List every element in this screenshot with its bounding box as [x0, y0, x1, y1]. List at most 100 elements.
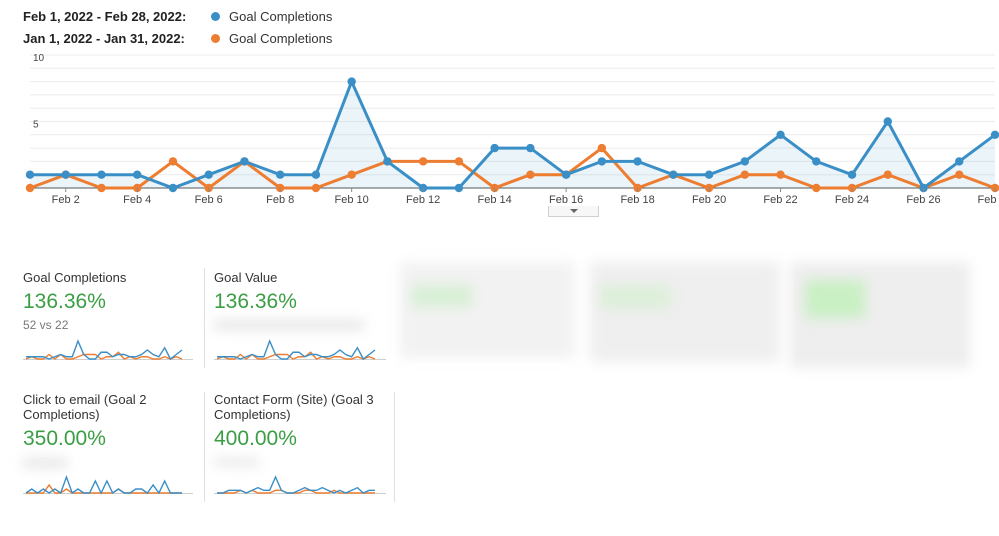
data-point-current[interactable]	[776, 130, 785, 139]
tile-label: Contact Form (Site) (Goal 3 Completions)	[214, 392, 374, 422]
data-point-current[interactable]	[240, 157, 249, 166]
data-point-current[interactable]	[955, 157, 964, 166]
sparkline-previous	[25, 351, 183, 360]
data-point-current[interactable]	[669, 170, 678, 179]
legend-range-previous: Jan 1, 2022 - Jan 31, 2022:	[23, 30, 185, 46]
x-tick-label: Feb 14	[478, 194, 512, 206]
chevron-down-icon	[569, 209, 578, 213]
tile-value: 136.36%	[23, 290, 106, 313]
data-point-current[interactable]	[633, 157, 642, 166]
data-point-previous[interactable]	[418, 157, 428, 166]
series-line-previous	[29, 146, 996, 190]
data-point-current[interactable]	[25, 170, 35, 179]
data-point-current[interactable]	[704, 170, 714, 179]
sparkline-previous	[26, 483, 182, 494]
y-tick-label: 5	[33, 120, 39, 131]
tile-click-to-email[interactable]: Click to email (Goal 2 Completions) 350.…	[23, 392, 193, 469]
data-point-current[interactable]	[133, 170, 142, 179]
redacted-tile	[590, 262, 780, 362]
x-tick-label: Feb 18	[620, 194, 654, 206]
data-point-previous[interactable]	[311, 183, 321, 193]
data-point-previous[interactable]	[347, 170, 356, 179]
x-tick-label: Feb 24	[835, 194, 869, 206]
tile-comparison: 52 vs 22	[23, 318, 69, 332]
series-line-current	[30, 80, 996, 190]
data-point-previous[interactable]	[883, 170, 892, 179]
data-point-previous[interactable]	[526, 170, 535, 179]
sparkline-goal-completions	[23, 339, 193, 361]
data-point-previous[interactable]	[97, 183, 106, 193]
data-point-previous[interactable]	[25, 183, 35, 193]
tile-contact-form[interactable]: Contact Form (Site) (Goal 3 Completions)…	[214, 392, 386, 469]
data-point-current[interactable]	[275, 170, 285, 179]
x-tick-label: Feb 26	[906, 194, 940, 206]
x-tick-label: Feb 10	[335, 194, 369, 206]
data-point-current[interactable]	[311, 170, 321, 179]
x-tick-label: Feb 4	[123, 194, 151, 206]
goal-completions-line-chart[interactable]: 10 5 Feb 2 Feb 4 Feb 6 Feb 8 Feb 10 Feb 12 Feb 1…	[0, 0, 999, 220]
tile-label: Goal Value	[214, 270, 278, 285]
data-point-previous[interactable]	[776, 170, 785, 179]
x-tick-label: Feb 6	[195, 194, 223, 206]
data-point-current[interactable]	[97, 170, 106, 179]
redacted-text	[23, 458, 68, 468]
data-point-previous[interactable]	[740, 170, 750, 179]
sparkline-click-to-email	[23, 474, 193, 495]
data-point-previous[interactable]	[597, 143, 607, 153]
redacted-tile	[400, 262, 575, 358]
legend-metric-previous: Goal Completions	[229, 30, 333, 46]
data-point-current[interactable]	[812, 157, 821, 166]
legend-metric-current: Goal Completions	[229, 8, 333, 24]
tile-goal-value[interactable]: Goal Value 136.36%	[214, 270, 394, 332]
tile-label: Goal Completions	[23, 270, 127, 285]
tile-divider	[394, 392, 395, 502]
data-point-current[interactable]	[347, 77, 356, 86]
sparkline-current	[217, 475, 375, 494]
data-point-current[interactable]	[740, 157, 750, 166]
data-point-current[interactable]	[61, 170, 70, 179]
x-tick-label: Feb 16	[549, 194, 583, 206]
redacted-tile-value	[412, 285, 472, 307]
data-point-current[interactable]	[883, 117, 892, 126]
tile-value: 350.00%	[23, 427, 106, 450]
redacted-tile-value	[600, 285, 670, 309]
redacted-text	[214, 458, 259, 466]
legend-dot-previous-icon	[211, 33, 220, 43]
sparkline-previous	[216, 351, 376, 360]
y-tick-label: 10	[33, 53, 45, 64]
x-tick-label: Feb 20	[692, 194, 726, 206]
data-point-previous[interactable]	[812, 183, 821, 193]
data-point-current[interactable]	[454, 183, 464, 193]
data-point-previous[interactable]	[955, 170, 964, 179]
tile-divider	[204, 392, 205, 502]
legend-dot-current-icon	[211, 11, 220, 21]
data-point-current[interactable]	[526, 143, 535, 153]
legend-row-current[interactable]: Feb 1, 2022 - Feb 28, 2022: Goal Complet…	[23, 5, 332, 27]
x-tick-label: Feb 12	[406, 194, 440, 206]
sparkline-goal-value	[214, 339, 386, 361]
x-tick-label: Feb 2	[52, 194, 80, 206]
data-point-previous[interactable]	[168, 157, 178, 166]
sparkline-current	[217, 339, 376, 361]
sparkline-current	[25, 474, 182, 495]
data-point-current[interactable]	[597, 157, 607, 166]
data-point-previous[interactable]	[454, 157, 464, 166]
tile-value: 400.00%	[214, 427, 297, 450]
chart-legend: Feb 1, 2022 - Feb 28, 2022: Goal Complet…	[23, 5, 332, 49]
data-point-current[interactable]	[847, 170, 857, 179]
data-point-current[interactable]	[490, 143, 499, 153]
data-point-current[interactable]	[168, 183, 178, 193]
data-point-current[interactable]	[561, 170, 571, 179]
x-tick-label: Feb 22	[763, 194, 797, 206]
legend-row-previous[interactable]: Jan 1, 2022 - Jan 31, 2022: Goal Complet…	[23, 27, 332, 49]
redacted-tile-value	[805, 280, 865, 318]
data-point-current[interactable]	[204, 170, 213, 179]
chart-range-handle[interactable]	[548, 206, 599, 217]
tile-goal-completions[interactable]: Goal Completions 136.36% 52 vs 22	[23, 270, 203, 332]
x-tick-label: Feb 8	[266, 194, 294, 206]
data-point-current[interactable]	[990, 130, 999, 139]
data-point-current[interactable]	[383, 157, 392, 166]
tile-divider	[204, 268, 205, 368]
tile-value: 136.36%	[214, 290, 297, 313]
legend-range-current: Feb 1, 2022 - Feb 28, 2022:	[23, 8, 187, 24]
